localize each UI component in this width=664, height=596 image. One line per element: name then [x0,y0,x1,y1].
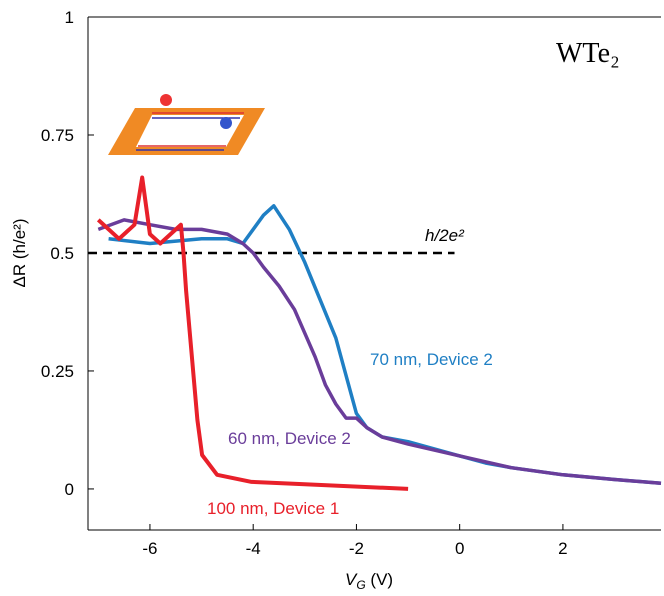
series-line [96,175,409,491]
x-tick-label: -4 [246,539,261,558]
x-tick-label: 2 [558,539,567,558]
y-axis-label: ΔR (h/e²) [10,219,29,288]
y-tick-label: 1 [65,8,74,27]
x-tick-label: -6 [142,539,157,558]
y-tick-label: 0.25 [41,362,74,381]
y-tick-label: 0.75 [41,126,74,145]
x-tick-label: 0 [455,539,464,558]
y-tick-label: 0 [65,480,74,499]
reference-label: h/2e² [425,226,465,245]
x-label-symbol: V [345,570,358,589]
series-line [97,218,662,486]
inset-schematic [108,94,265,155]
x-label-subscript: G [356,578,365,591]
series-label: 100 nm, Device 1 [207,499,339,518]
x-tick-label: -2 [349,539,364,558]
x-axis-label: VG (V) [345,570,393,591]
y-tick-label: 0.5 [50,244,74,263]
title: WTe₂ [556,38,620,69]
series-label: 60 nm, Device 2 [228,429,351,448]
x-label-unit: (V) [366,570,393,589]
series-label: 70 nm, Device 2 [370,350,493,369]
